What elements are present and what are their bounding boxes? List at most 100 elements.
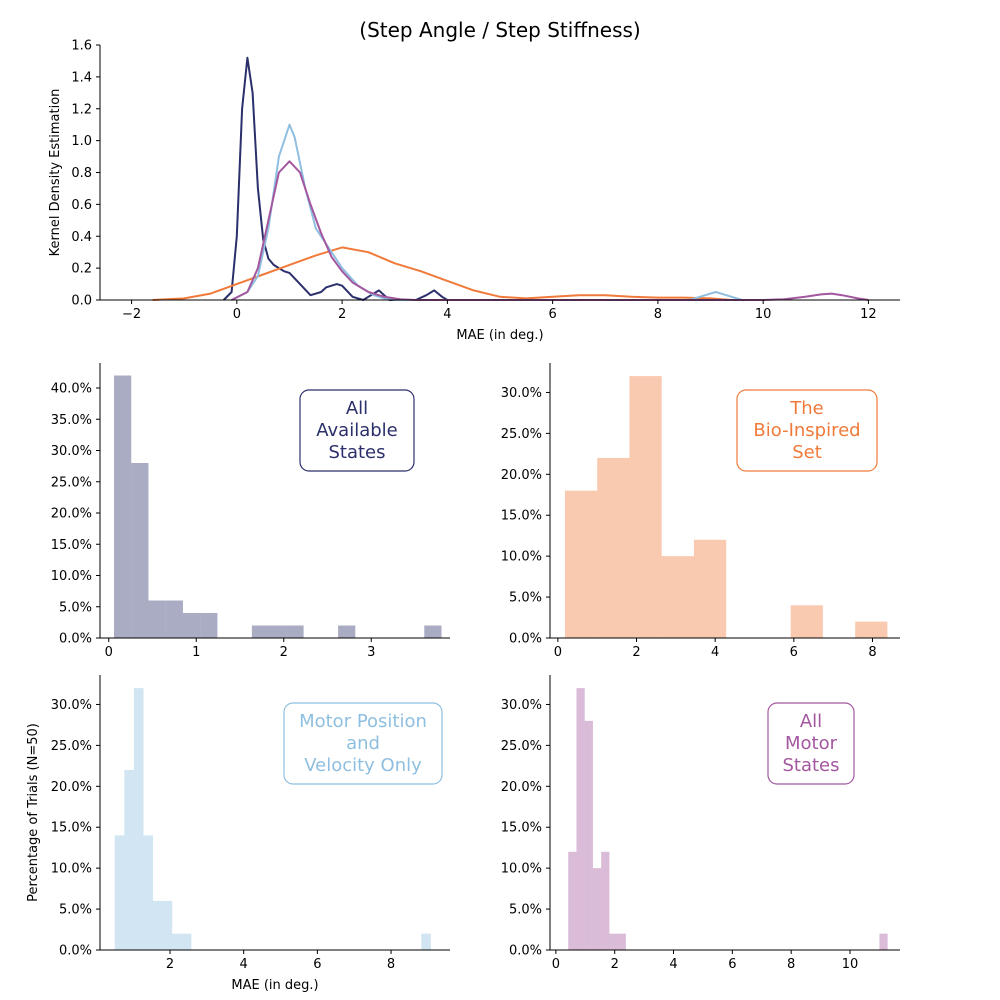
x-tick-label: 2 (611, 957, 619, 972)
hist-bar (693, 539, 727, 638)
panel-hist-all-states: 0 1 2 30.0%5.0%10.0%15.0%20.0%25.0%30.0%35.… (51, 363, 450, 660)
y-tick-label: 10.0% (501, 862, 542, 877)
y-tick-label: 30.0% (51, 444, 92, 459)
hist-bar (181, 933, 192, 950)
x-tick-label: 6 (548, 307, 556, 322)
y-tick-label: 20.0% (501, 468, 542, 483)
x-tick-label: 2 (632, 645, 640, 660)
x-tick-label: 8 (787, 957, 795, 972)
y-axis-label: Percentage of Trials (N=50) (26, 723, 41, 902)
hist-bar (421, 933, 431, 950)
y-tick-label: 15.0% (51, 538, 92, 553)
y-tick-label: 1.4 (71, 70, 92, 85)
y-tick-label: 5.0% (509, 903, 542, 918)
hist-bar (133, 688, 144, 950)
y-tick-label: 15.0% (501, 821, 542, 836)
y-tick-label: 30.0% (501, 386, 542, 401)
y-tick-label: 20.0% (501, 780, 542, 795)
hist-bar (568, 851, 577, 950)
y-tick-label: 0.2 (71, 262, 92, 277)
kde-line-motor_pos_vel (231, 123, 743, 301)
x-axis-label: MAE (in deg.) (231, 978, 318, 993)
x-tick-label: 2 (280, 645, 288, 660)
hist-bar (592, 868, 602, 950)
panel-hist-bio-inspired: 0 2 4 6 8 0.0% 5.0% 10.0% 15.0% 20.0% 25.0% 30.0% Th… (501, 363, 900, 660)
series-label: All Available States (316, 398, 397, 463)
x-tick-label: 8 (868, 645, 876, 660)
y-tick-label: 0.0% (509, 632, 542, 647)
hist-bar (855, 621, 888, 638)
hist-bar (338, 625, 356, 638)
y-tick-label: 0.4 (71, 230, 92, 245)
hist-bar (597, 457, 630, 638)
hist-bar (172, 933, 182, 950)
y-tick-label: 0.8 (71, 166, 92, 181)
y-tick-label: 20.0% (51, 780, 92, 795)
y-tick-label: 0.6 (71, 198, 92, 213)
y-tick-label: 1.0 (71, 134, 92, 149)
y-tick-label: 25.0% (501, 427, 542, 442)
y-tick-label: 25.0% (501, 739, 542, 754)
y-tick-label: 5.0% (59, 600, 92, 615)
y-tick-label: 25.0% (51, 475, 92, 490)
y-tick-label: 0.0 (71, 294, 92, 309)
x-tick-label: −2 (122, 307, 141, 322)
x-tick-label: 10 (755, 307, 772, 322)
hist-bar (148, 600, 166, 638)
y-tick-label: 20.0% (51, 507, 92, 522)
hist-bar (143, 835, 154, 950)
y-tick-label: 30.0% (51, 698, 92, 713)
series-label-box (283, 702, 443, 785)
hist-bar (162, 900, 173, 950)
hist-bar (601, 851, 610, 950)
y-tick-label: 1.6 (71, 39, 92, 54)
hist-bar (790, 605, 823, 638)
x-tick-label: 0 (554, 645, 562, 660)
y-tick-label: 30.0% (501, 698, 542, 713)
y-tick-label: 1.2 (71, 102, 92, 117)
hist-bar (661, 556, 694, 638)
y-tick-label: 0.0% (59, 944, 92, 959)
hist-bar (124, 769, 134, 950)
hist-bar (286, 625, 304, 638)
y-tick-label: 5.0% (509, 591, 542, 606)
x-tick-label: 8 (654, 307, 662, 322)
series-label: Motor Position and Velocity Only (299, 711, 427, 776)
hist-bar (629, 376, 662, 638)
y-tick-label: 15.0% (51, 821, 92, 836)
hist-bar (131, 463, 149, 638)
x-tick-label: 2 (166, 957, 174, 972)
y-tick-label: 0.0% (59, 632, 92, 647)
x-tick-label: 0 (105, 645, 113, 660)
x-tick-label: 0 (552, 957, 560, 972)
figure-title: (Step Angle / Step Stiffness) (359, 18, 640, 42)
x-tick-label: 6 (728, 957, 736, 972)
x-tick-label: 0 (233, 307, 241, 322)
x-tick-label: 3 (367, 645, 375, 660)
x-tick-label: 1 (192, 645, 200, 660)
series-label: All Motor States (782, 711, 839, 776)
panel-hist-all-motor: 0 2 4 6 8 10 0.0% 5.0% 10.0% 15.0% 20.0% 25.0% 30.0%… (501, 675, 900, 972)
y-tick-label: 40.0% (51, 382, 92, 397)
x-tick-label: 4 (443, 307, 451, 322)
x-tick-label: 10 (842, 957, 859, 972)
y-axis-label: Kernel Density Estimation (48, 89, 63, 257)
x-tick-label: 4 (669, 957, 677, 972)
hist-bar (200, 613, 218, 638)
y-tick-label: 25.0% (51, 739, 92, 754)
hist-bar (114, 375, 132, 638)
x-axis-label: MAE (in deg.) (456, 328, 543, 343)
y-tick-label: 10.0% (51, 862, 92, 877)
x-tick-label: 6 (313, 957, 321, 972)
hist-bar (564, 490, 598, 638)
y-tick-label: 5.0% (59, 903, 92, 918)
hist-bar (165, 600, 183, 638)
hist-bar (584, 720, 593, 950)
series-label-box (299, 389, 415, 472)
x-tick-label: 4 (711, 645, 719, 660)
kde-line-all_motor (231, 160, 869, 301)
hist-bar (269, 625, 287, 638)
y-tick-label: 35.0% (51, 413, 92, 428)
y-tick-label: 10.0% (51, 569, 92, 584)
